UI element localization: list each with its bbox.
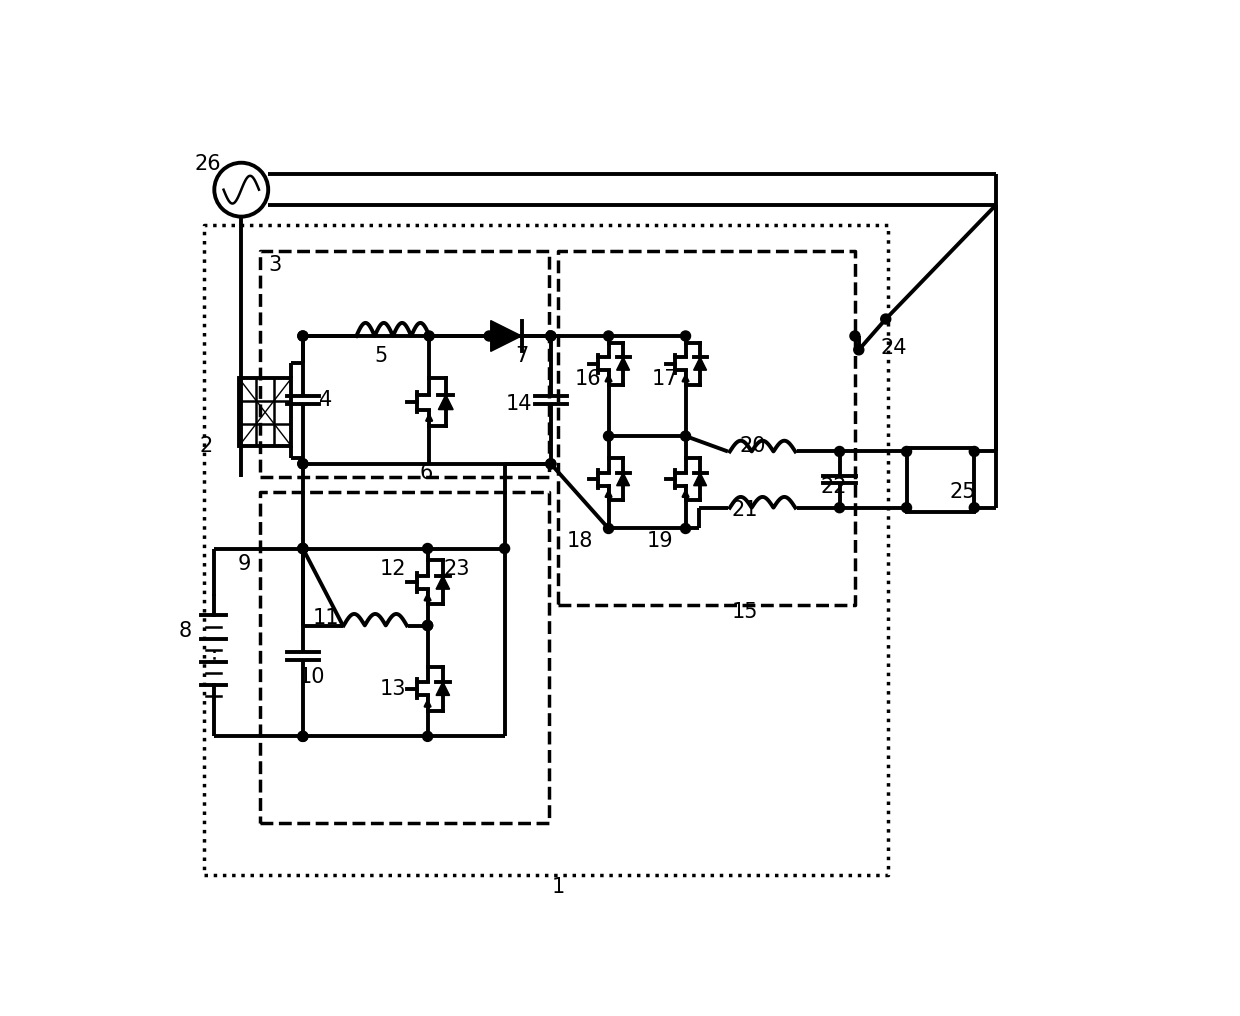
Circle shape — [901, 446, 911, 456]
Text: 22: 22 — [821, 477, 847, 497]
Circle shape — [849, 331, 861, 341]
Circle shape — [298, 544, 308, 554]
Text: 3: 3 — [269, 255, 281, 275]
Text: 8: 8 — [179, 621, 192, 641]
Text: 12: 12 — [379, 559, 407, 579]
Circle shape — [298, 459, 308, 468]
Bar — [239, 378, 291, 446]
Circle shape — [901, 503, 911, 513]
Circle shape — [880, 314, 890, 324]
Circle shape — [546, 331, 556, 341]
Text: 25: 25 — [950, 483, 976, 502]
Circle shape — [298, 459, 308, 468]
Text: 15: 15 — [732, 601, 758, 622]
Text: 21: 21 — [732, 500, 758, 520]
Circle shape — [298, 732, 308, 742]
Text: 17: 17 — [651, 369, 678, 389]
Circle shape — [298, 732, 308, 742]
Text: 14: 14 — [505, 394, 532, 414]
Text: 26: 26 — [195, 153, 222, 174]
Circle shape — [970, 446, 980, 456]
Circle shape — [298, 544, 308, 554]
Circle shape — [835, 503, 844, 513]
Polygon shape — [693, 358, 707, 370]
Circle shape — [546, 459, 556, 468]
Text: 23: 23 — [444, 559, 470, 579]
Text: 19: 19 — [647, 530, 673, 551]
Polygon shape — [693, 472, 707, 486]
Text: 5: 5 — [374, 346, 388, 366]
Polygon shape — [491, 321, 522, 352]
Polygon shape — [436, 682, 450, 695]
Polygon shape — [616, 472, 630, 486]
Polygon shape — [439, 395, 453, 409]
Text: 10: 10 — [299, 668, 325, 687]
Circle shape — [681, 331, 691, 341]
Circle shape — [500, 544, 510, 554]
Text: 20: 20 — [739, 436, 766, 456]
Circle shape — [854, 344, 864, 355]
Text: 24: 24 — [880, 338, 906, 359]
Circle shape — [424, 331, 434, 341]
Circle shape — [423, 544, 433, 554]
Text: 18: 18 — [567, 530, 593, 551]
Circle shape — [546, 331, 556, 341]
Circle shape — [546, 459, 556, 468]
Circle shape — [681, 431, 691, 441]
Circle shape — [298, 331, 308, 341]
Circle shape — [604, 331, 614, 341]
Text: 2: 2 — [200, 436, 212, 456]
Circle shape — [835, 446, 844, 456]
Text: 7: 7 — [515, 346, 528, 366]
Circle shape — [298, 331, 308, 341]
Text: 16: 16 — [574, 369, 601, 389]
Circle shape — [604, 431, 614, 441]
Circle shape — [681, 523, 691, 533]
Polygon shape — [616, 358, 630, 370]
Circle shape — [423, 621, 433, 631]
Circle shape — [423, 621, 433, 631]
Circle shape — [604, 523, 614, 533]
Circle shape — [298, 544, 308, 554]
Text: 11: 11 — [312, 608, 340, 628]
Text: 9: 9 — [238, 554, 250, 574]
Text: 4: 4 — [320, 390, 332, 409]
Text: 1: 1 — [552, 877, 565, 897]
Circle shape — [970, 503, 980, 513]
Circle shape — [423, 732, 433, 742]
Bar — [906, 448, 975, 511]
Text: 13: 13 — [379, 679, 407, 699]
Polygon shape — [436, 576, 450, 589]
Text: 6: 6 — [419, 463, 433, 483]
Circle shape — [484, 331, 495, 341]
